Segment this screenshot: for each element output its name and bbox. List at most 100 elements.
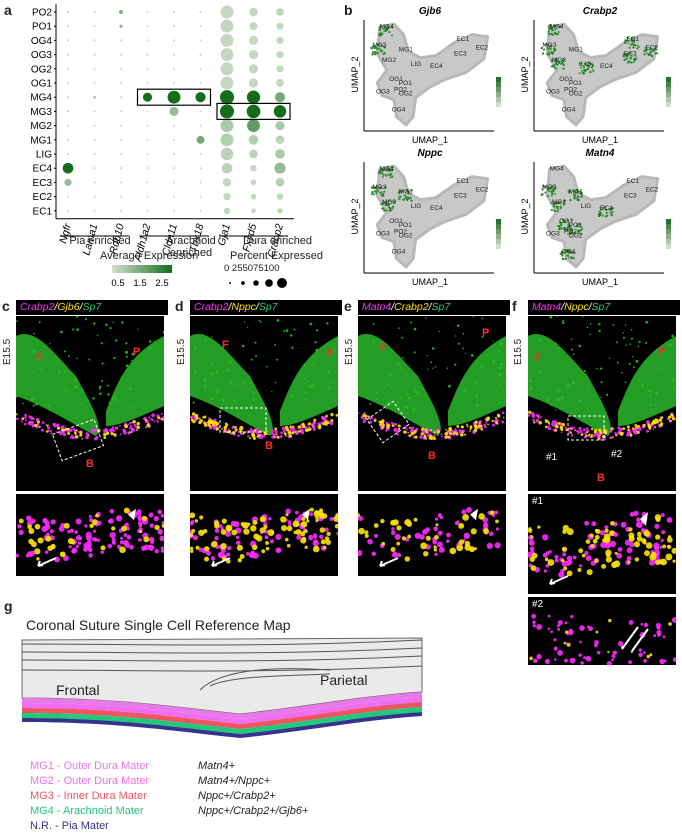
signal-spot (68, 355, 70, 358)
signal-spot (643, 622, 649, 628)
signal-spot (646, 654, 650, 659)
empty-dot (172, 25, 176, 28)
signal-spot (309, 385, 312, 389)
umap-cluster-label: EC3 (454, 193, 467, 200)
expression-dot (248, 64, 259, 74)
signal-spot (578, 653, 582, 657)
signal-spot (558, 347, 561, 350)
signal-spot (129, 544, 134, 550)
signal-spot (659, 658, 665, 665)
signal-spot (672, 377, 674, 380)
signal-spot (608, 357, 611, 359)
signal-spot (564, 621, 568, 625)
signal-spot (35, 403, 38, 406)
signal-spot (464, 352, 467, 354)
signal-spot (295, 399, 298, 402)
signal-spot (204, 384, 207, 388)
signal-spot (573, 427, 576, 429)
empty-dot (199, 124, 202, 127)
signal-spot (612, 650, 617, 655)
signal-spot (554, 342, 557, 345)
signal-spot (560, 428, 564, 432)
signal-spot (251, 433, 256, 438)
signal-spot (146, 423, 150, 427)
umap-cluster-label: EC4 (600, 205, 613, 212)
expressing-cell (556, 24, 559, 28)
signal-spot (49, 343, 51, 345)
signal-spot (460, 433, 464, 437)
reference-map-diagram (21, 637, 423, 738)
empty-dot (146, 152, 149, 156)
signal-spot (566, 642, 571, 647)
umap-cluster-label: EC1 (456, 36, 469, 43)
signal-spot (459, 388, 462, 391)
signal-spot (62, 432, 67, 437)
signal-spot (35, 426, 39, 429)
empty-dot (199, 152, 202, 156)
signal-spot (210, 556, 216, 561)
signal-spot (667, 415, 672, 419)
signal-spot (628, 362, 631, 365)
signal-spot (276, 358, 279, 361)
signal-spot (85, 435, 89, 440)
signal-spot (113, 356, 116, 360)
expression-dot (220, 19, 234, 33)
signal-spot (535, 418, 540, 423)
expressing-cell (624, 41, 627, 44)
signal-spot (606, 393, 609, 396)
signal-spot (109, 531, 116, 539)
empty-dot (146, 209, 149, 212)
signal-spot (429, 432, 432, 435)
signal-spot (223, 425, 227, 430)
signal-spot (570, 348, 574, 351)
expressing-cell (558, 25, 561, 28)
signal-spot (633, 366, 635, 369)
signal-spot (105, 323, 108, 327)
signal-spot (616, 361, 619, 364)
signal-spot (320, 539, 326, 545)
signal-spot (156, 419, 159, 422)
signal-spot (570, 338, 573, 340)
expressing-cell (571, 218, 574, 221)
signal-spot (123, 533, 128, 537)
signal-spot (114, 426, 119, 430)
signal-spot (132, 420, 136, 424)
signal-spot (447, 435, 451, 439)
signal-spot (504, 355, 506, 357)
header-e: Matn4/Crabp2/Sp7 (358, 300, 510, 315)
expression-dot (195, 92, 206, 103)
expressing-cell (547, 190, 551, 193)
legend-layer-name: MG1 - Outer Dura Mater (30, 760, 150, 772)
signal-spot (556, 389, 560, 392)
umap-cluster-label: MG2 (552, 57, 566, 64)
legend-row: MG2 - Outer Dura Mater Matn4+/Nppc+ (30, 775, 270, 787)
expressing-cell (558, 226, 562, 229)
signal-spot (312, 540, 319, 547)
signal-spot (259, 527, 266, 534)
signal-spot (50, 432, 53, 435)
brain-mark-e: B (428, 450, 436, 462)
expressing-cell (563, 249, 567, 252)
signal-spot (600, 396, 602, 399)
expressing-cell (374, 186, 378, 189)
signal-spot (63, 555, 69, 562)
expressing-cell (380, 44, 383, 47)
expressing-cell (599, 208, 602, 211)
signal-spot (119, 433, 122, 436)
signal-spot (148, 512, 154, 518)
signal-spot (628, 535, 635, 542)
signal-spot (609, 429, 613, 433)
signal-spot (136, 421, 140, 426)
signal-spot (604, 542, 611, 549)
signal-spot (192, 419, 196, 424)
signal-spot (528, 539, 535, 546)
signal-spot (204, 546, 210, 552)
signal-spot (630, 337, 633, 340)
signal-spot (642, 423, 646, 428)
empty-dot (199, 181, 202, 184)
signal-spot (448, 384, 451, 388)
empty-dot (146, 53, 149, 56)
micrograph-e-overview (358, 316, 506, 491)
signal-spot (119, 540, 124, 545)
bone-layer-line (21, 655, 423, 662)
